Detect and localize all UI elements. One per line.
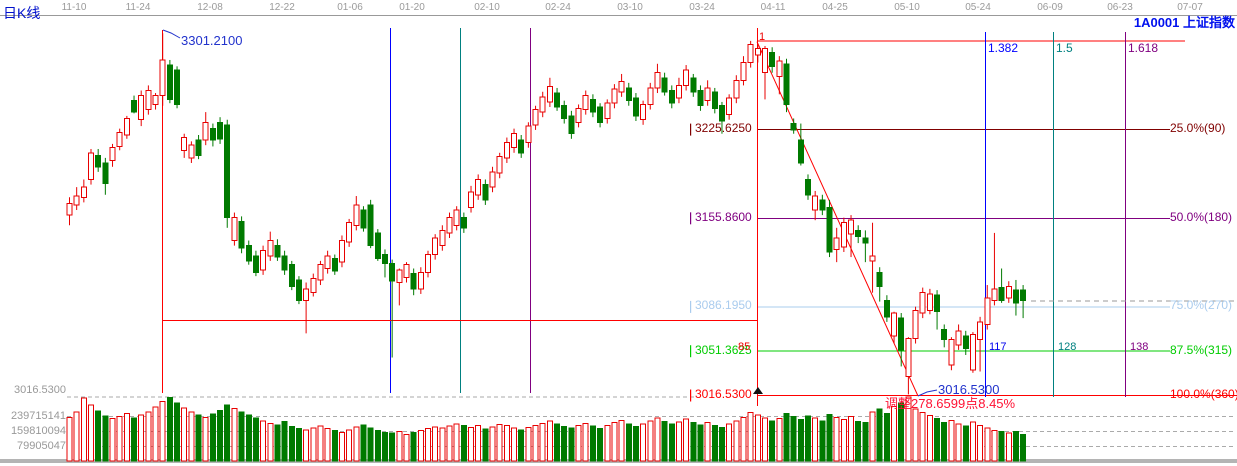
- fib-bar-count-label: 117: [989, 341, 1007, 353]
- x-axis-date-label: 07-07: [1177, 2, 1203, 13]
- x-axis-date-label: 04-11: [760, 2, 786, 13]
- peak-price-annotation: 3301.2100: [181, 33, 243, 48]
- fib-percent-label: 100.0%(360): [1170, 387, 1237, 401]
- volume-scale-label: 159810094: [10, 425, 66, 437]
- x-axis-date-label: 12-22: [269, 2, 295, 13]
- fib-price-label: 3225.6250: [695, 121, 752, 136]
- fib-price-label: 3016.5300: [695, 387, 752, 401]
- x-axis-date-label: 01-20: [399, 2, 425, 13]
- trough-price-annotation: 3016.5300: [938, 382, 1000, 397]
- fib-time-ratio-label: 1.5: [1056, 41, 1073, 55]
- fib-bar-count-label: 138: [1130, 341, 1149, 353]
- x-axis-date-label: 04-25: [822, 2, 848, 13]
- x-axis-date-label: 03-10: [617, 2, 643, 13]
- volume-scale-label: 239715141: [10, 410, 66, 422]
- x-axis-date-label: 02-24: [545, 2, 571, 13]
- peak-day-marker: 1: [759, 31, 766, 43]
- x-axis-date-label: 01-06: [337, 2, 363, 13]
- fib-percent-label: 87.5%(315): [1170, 342, 1233, 357]
- fib-percent-label: 50.0%(180): [1170, 209, 1233, 224]
- chart-type-label[interactable]: 日K线: [3, 5, 41, 21]
- fib-bar-count-label: 128: [1058, 341, 1077, 353]
- x-axis-date-label: 06-09: [1037, 2, 1063, 13]
- fib-price-label: 3086.1950: [695, 298, 752, 313]
- x-axis-date-label: 05-24: [965, 2, 991, 13]
- x-axis-date-label: 06-23: [1107, 2, 1133, 13]
- x-axis-date-label: 11-10: [61, 2, 87, 13]
- fib-time-ratio-label: 1.382: [988, 41, 1019, 55]
- volume-scale-label: 79905047: [17, 440, 66, 452]
- fib-price-label: 3051.3625: [695, 342, 752, 357]
- symbol-label[interactable]: 1A0001 上证指数: [1133, 15, 1235, 30]
- x-axis-date-label: 11-24: [125, 2, 151, 13]
- x-axis-date-label: 05-10: [894, 2, 920, 13]
- fib-percent-label: 75.0%(270): [1170, 298, 1233, 313]
- fib-percent-label: 25.0%(90): [1170, 121, 1226, 136]
- fib-time-ratio-label: 1.618: [1128, 41, 1159, 55]
- x-axis-date-label: 12-08: [197, 2, 223, 13]
- x-axis-date-label: 03-24: [689, 2, 715, 13]
- adjustment-annotation: 调整278.6599点8.45%: [885, 396, 1016, 411]
- price-min-label: 3016.5300: [14, 384, 66, 396]
- fib-bar-count-label: 85: [738, 341, 751, 353]
- x-axis-date-label: 02-10: [474, 2, 500, 13]
- fib-price-label: 3155.8600: [695, 209, 752, 224]
